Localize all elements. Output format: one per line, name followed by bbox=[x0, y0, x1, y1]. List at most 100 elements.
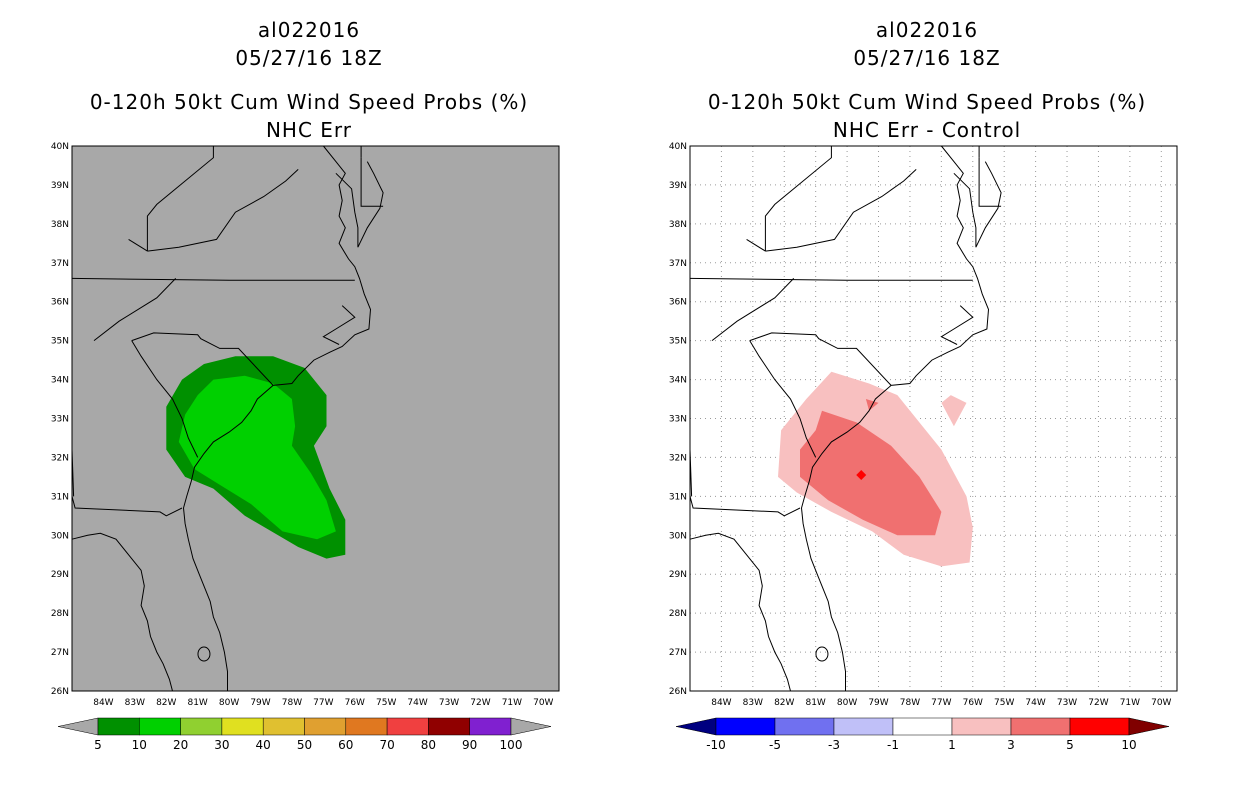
lat-tick-label: 34N bbox=[669, 376, 687, 386]
state-border bbox=[689, 496, 801, 517]
colorbar-swatch bbox=[345, 717, 388, 736]
map-left: 40N 39N 38N 37N 36N 35N 34N 33N 32N 31N 30N 29N 28N 2… bbox=[51, 142, 560, 752]
lon-tick-label: 81W bbox=[805, 698, 825, 708]
state-border bbox=[131, 332, 274, 386]
lat-tick-label: 37N bbox=[51, 259, 69, 269]
colorbar-swatch bbox=[221, 717, 264, 736]
state-border bbox=[128, 238, 148, 252]
state-border bbox=[765, 169, 917, 252]
lat-tick-label: 33N bbox=[669, 415, 687, 425]
colorbar-label: 3 bbox=[1007, 738, 1015, 752]
lon-tick-label: 73W bbox=[1057, 698, 1077, 708]
colorbar-label: 50 bbox=[297, 738, 312, 752]
colorbar-swatch bbox=[833, 717, 894, 736]
lat-tick-label: 28N bbox=[51, 609, 69, 619]
product-title: 0-120h 50kt Cum Wind Speed Probs (%) bbox=[89, 90, 529, 114]
colorbar-label: 30 bbox=[214, 738, 229, 752]
colorbar-label: 10 bbox=[1121, 738, 1136, 752]
lat-tick-label: 26N bbox=[51, 687, 69, 697]
colorbar-swatch bbox=[386, 717, 429, 736]
state-border bbox=[978, 157, 1002, 207]
lon-tick-label: 82W bbox=[156, 698, 176, 708]
lon-tick-label: 72W bbox=[1088, 698, 1108, 708]
map-frame bbox=[689, 145, 1178, 692]
lon-tick-label: 76W bbox=[963, 698, 983, 708]
product-title: 0-120h 50kt Cum Wind Speed Probs (%) bbox=[707, 90, 1147, 114]
colorbar-label: -10 bbox=[706, 738, 726, 752]
graticule bbox=[690, 146, 1177, 691]
lon-tick-label: 76W bbox=[345, 698, 365, 708]
left-panel: al022016 05/27/16 18Z 0-120h 50kt Cum Wi… bbox=[51, 18, 560, 752]
lon-tick-label: 70W bbox=[533, 698, 553, 708]
lat-tick-label: 30N bbox=[669, 531, 687, 541]
lat-tick-label: 32N bbox=[669, 453, 687, 463]
lat-tick-label: 26N bbox=[669, 687, 687, 697]
right-panel: al022016 05/27/16 18Z 0-120h 50kt Cum Wi… bbox=[618, 0, 1236, 800]
lon-tick-label: 84W bbox=[93, 698, 113, 708]
lat-tick-label: 39N bbox=[51, 181, 69, 191]
lat-tick-label: 34N bbox=[51, 376, 69, 386]
lon-tick-label: 72W bbox=[470, 698, 490, 708]
colorbar-right-arrow bbox=[1128, 717, 1170, 736]
state-border bbox=[93, 278, 177, 341]
colorbar-swatch bbox=[180, 717, 223, 736]
colorbar-swatch bbox=[892, 717, 953, 736]
colorbar-label: 10 bbox=[132, 738, 147, 752]
lat-tick-label: 37N bbox=[669, 259, 687, 269]
lon-tick-label: 75W bbox=[376, 698, 396, 708]
lat-tick-label: 28N bbox=[669, 609, 687, 619]
map-right: 40N 39N 38N 37N 36N 35N 34N 33N 32N 31N 30N 29N 28N 2… bbox=[669, 142, 1178, 752]
state-border bbox=[764, 146, 832, 252]
lat-tick-label: 31N bbox=[51, 492, 69, 502]
colorbar-left-arrow bbox=[675, 717, 717, 736]
lat-tick-label: 35N bbox=[669, 337, 687, 347]
lon-tick-label: 84W bbox=[711, 698, 731, 708]
lat-tick-label: 31N bbox=[669, 492, 687, 502]
state-border bbox=[953, 161, 1002, 248]
colorbar-label: -5 bbox=[769, 738, 781, 752]
lon-tick-label: 83W bbox=[743, 698, 763, 708]
lon-tick-label: 82W bbox=[774, 698, 794, 708]
diff-contour-5-10 bbox=[856, 469, 867, 480]
colorbar-swatch bbox=[262, 717, 305, 736]
state-border bbox=[360, 157, 384, 207]
lon-tick-label: 70W bbox=[1151, 698, 1171, 708]
lat-tick-label: 39N bbox=[669, 181, 687, 191]
colorbar-label: 70 bbox=[379, 738, 394, 752]
lat-tick-label: 29N bbox=[669, 570, 687, 580]
lake-okeechobee bbox=[815, 646, 829, 662]
colorbar-label: 5 bbox=[1066, 738, 1074, 752]
lon-tick-label: 80W bbox=[219, 698, 239, 708]
lon-tick-label: 77W bbox=[931, 698, 951, 708]
coastlines-and-borders bbox=[71, 145, 384, 692]
lon-tick-label: 79W bbox=[250, 698, 270, 708]
colorbar-swatch bbox=[428, 717, 470, 736]
colorbar-swatch bbox=[304, 717, 347, 736]
lat-tick-label: 29N bbox=[51, 570, 69, 580]
lon-tick-label: 79W bbox=[868, 698, 888, 708]
lat-tick-label: 30N bbox=[51, 531, 69, 541]
colorbar-label: 100 bbox=[500, 738, 523, 752]
lat-tick-label: 40N bbox=[669, 142, 687, 152]
map-background bbox=[690, 146, 1177, 691]
prob-contour-10 bbox=[178, 375, 336, 540]
colorbar-swatch bbox=[774, 717, 835, 736]
colorbar: -10 -5 -3 -1 1 3 5 10 bbox=[675, 717, 1170, 752]
lon-tick-label: 71W bbox=[1120, 698, 1140, 708]
datetime: 05/27/16 18Z bbox=[235, 46, 383, 70]
state-border bbox=[940, 305, 974, 345]
lon-tick-label: 75W bbox=[994, 698, 1014, 708]
colorbar-label: 90 bbox=[462, 738, 477, 752]
lon-tick-label: 81W bbox=[187, 698, 207, 708]
storm-id: al022016 bbox=[257, 18, 361, 42]
colorbar-label: 80 bbox=[421, 738, 436, 752]
colorbar-swatch bbox=[469, 717, 512, 736]
state-border bbox=[749, 340, 817, 458]
state-border bbox=[749, 332, 892, 386]
colorbar-swatch bbox=[1069, 717, 1130, 736]
panel-subtitle: NHC Err - Control bbox=[832, 118, 1022, 142]
lon-tick-label: 78W bbox=[282, 698, 302, 708]
lat-tick-label: 32N bbox=[51, 453, 69, 463]
state-border bbox=[147, 169, 299, 252]
lon-tick-label: 78W bbox=[900, 698, 920, 708]
